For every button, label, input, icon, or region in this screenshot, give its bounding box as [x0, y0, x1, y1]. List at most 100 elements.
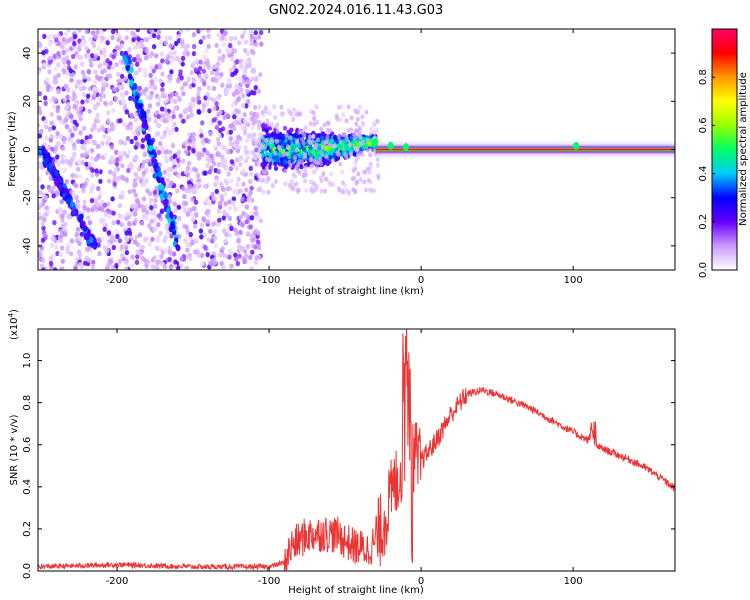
spectrogram-cell	[220, 35, 225, 41]
spectrogram-cell	[228, 136, 233, 142]
spectrogram-cell	[244, 187, 249, 193]
spectrogram-cell	[184, 149, 189, 155]
spectrogram-cell	[236, 96, 242, 102]
spectrogram-cell	[70, 172, 75, 179]
spectrogram-cell	[60, 159, 65, 165]
spectrogram-cell	[227, 83, 233, 89]
spectrogram-cell	[175, 188, 180, 194]
spectrogram-cell	[95, 92, 100, 98]
spectrogram-cell	[226, 171, 231, 177]
spectrogram-cell	[49, 111, 54, 117]
spectrogram-cell	[181, 158, 186, 164]
spectrogram-cell	[315, 183, 320, 189]
spectrogram-cell	[63, 118, 68, 124]
spectrogram-cell	[83, 225, 88, 232]
spectrogram-cell	[77, 113, 83, 119]
spectrogram-cell	[253, 259, 259, 265]
spectrogram-cell	[238, 229, 243, 235]
spectrogram-cell	[124, 245, 129, 251]
spectrogram-cell	[154, 245, 159, 251]
spectrogram-cell	[362, 179, 367, 185]
spectrogram-cell	[142, 237, 148, 243]
spectrogram-cell	[108, 169, 113, 175]
spectrogram-cell	[73, 265, 78, 270]
spectrogram-cell	[329, 171, 334, 177]
spectrogram-cell	[153, 226, 158, 232]
spectrogram-cell	[38, 250, 42, 256]
spectrogram-cell	[145, 215, 150, 221]
spectrogram-cell	[361, 122, 366, 128]
spectrogram-cell	[38, 211, 42, 217]
spectrogram-cell	[249, 185, 254, 191]
spectrogram-cell	[155, 101, 161, 107]
spectrogram-cell	[185, 229, 190, 235]
spectrogram-cell	[169, 180, 174, 186]
spectrogram-cell	[78, 236, 83, 242]
spectrogram-cell	[66, 60, 71, 66]
spectrogram-cell	[148, 145, 153, 152]
spectrogram-cell	[96, 46, 102, 52]
spectrogram-cell	[52, 220, 57, 226]
spectrogram-cell	[348, 127, 353, 133]
spectrogram-cell	[89, 236, 94, 244]
spectrogram-cell	[67, 128, 73, 134]
spectrogram-cell	[226, 87, 231, 94]
spectrogram-cell	[238, 214, 244, 220]
spectrogram-cell	[171, 251, 177, 257]
spectrogram-cell	[120, 194, 125, 200]
spectrogram-cell	[222, 157, 227, 163]
spectrogram-cell	[255, 239, 261, 245]
spectrogram-cell	[172, 121, 177, 127]
spectrogram-cell	[211, 257, 216, 263]
spectrogram-cell	[59, 233, 64, 239]
spectrogram-cell	[359, 141, 364, 147]
spectrogram-cell	[118, 156, 123, 162]
spectrogram-cell	[235, 59, 240, 65]
spectrogram-cell	[257, 254, 262, 261]
spectrogram-cell	[323, 188, 327, 194]
spectrogram-cell	[68, 68, 74, 74]
colorbar-tick-label: 0.8	[698, 69, 709, 85]
spectrogram-cell	[208, 153, 214, 159]
spectrogram-cell	[100, 92, 105, 98]
spectrogram-cell	[229, 263, 234, 269]
snr-frame	[37, 328, 676, 572]
spectrogram-xlabel: Height of straight line (km)	[288, 286, 424, 297]
spectrogram-cell	[250, 197, 255, 203]
spectrogram-cell	[158, 141, 163, 147]
spectrogram-cell	[212, 105, 217, 112]
spectrogram-cell	[172, 159, 178, 165]
spectrogram-cell	[132, 178, 138, 184]
spectrogram-cell	[209, 165, 214, 171]
spectrogram-cell	[205, 150, 210, 156]
spectrogram-cell	[134, 234, 139, 240]
spectrogram-cell	[114, 228, 120, 235]
spectrogram-cell	[356, 152, 360, 158]
spectrogram-cell	[256, 125, 261, 131]
spectrogram-cell	[261, 169, 266, 175]
spectrogram-cell	[99, 199, 105, 205]
y-tick-label: 1.0	[22, 353, 33, 369]
spectrogram-cell	[133, 192, 138, 198]
spectrogram-cell	[91, 86, 97, 92]
spectrogram-cell	[45, 77, 50, 83]
spectrogram-cell	[200, 140, 206, 146]
spectrogram-cell	[302, 154, 307, 160]
spectrogram-cell	[207, 96, 213, 102]
spectrogram-cell	[311, 188, 316, 194]
spectrogram-cell	[312, 158, 317, 164]
spectrogram-cell	[234, 157, 240, 163]
spectrogram-cell	[170, 222, 175, 229]
spectrogram-cell	[227, 199, 232, 205]
spectrogram-cell	[134, 141, 140, 147]
spectrogram-cell	[96, 127, 102, 133]
spectrogram-cell	[60, 154, 66, 160]
spectrogram-cell	[78, 105, 84, 111]
spectrogram-cell	[289, 127, 294, 133]
spectrogram-cell	[278, 165, 283, 171]
spectrogram-cell	[84, 161, 89, 167]
spectrogram-cell	[86, 149, 92, 155]
spectrogram-cell	[81, 220, 86, 228]
spectrogram-cell	[204, 197, 209, 203]
spectrogram-cell	[129, 112, 134, 118]
